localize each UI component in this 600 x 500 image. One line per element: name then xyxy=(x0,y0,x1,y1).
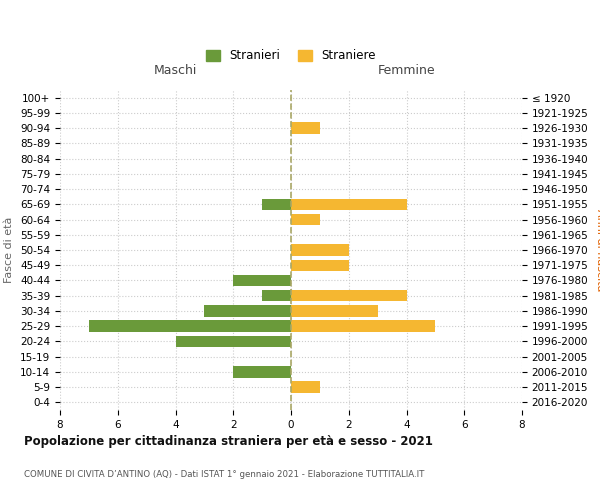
Bar xyxy=(233,366,291,378)
Bar xyxy=(291,320,436,332)
Text: Femmine: Femmine xyxy=(377,64,436,77)
Text: Popolazione per cittadinanza straniera per età e sesso - 2021: Popolazione per cittadinanza straniera p… xyxy=(24,435,433,448)
Bar xyxy=(291,290,407,302)
Bar xyxy=(233,275,291,286)
Y-axis label: Anni di nascita: Anni di nascita xyxy=(595,209,600,291)
Text: Maschi: Maschi xyxy=(154,64,197,77)
Bar xyxy=(291,260,349,271)
Bar xyxy=(291,122,320,134)
Bar xyxy=(89,320,291,332)
Y-axis label: Fasce di età: Fasce di età xyxy=(4,217,14,283)
Bar xyxy=(291,198,407,210)
Bar xyxy=(176,336,291,347)
Bar xyxy=(262,290,291,302)
Legend: Stranieri, Straniere: Stranieri, Straniere xyxy=(201,44,381,67)
Bar xyxy=(262,198,291,210)
Bar xyxy=(205,305,291,316)
Bar xyxy=(291,244,349,256)
Bar xyxy=(291,305,377,316)
Bar xyxy=(291,214,320,225)
Bar xyxy=(291,382,320,393)
Text: COMUNE DI CIVITA D’ANTINO (AQ) - Dati ISTAT 1° gennaio 2021 - Elaborazione TUTTI: COMUNE DI CIVITA D’ANTINO (AQ) - Dati IS… xyxy=(24,470,424,479)
